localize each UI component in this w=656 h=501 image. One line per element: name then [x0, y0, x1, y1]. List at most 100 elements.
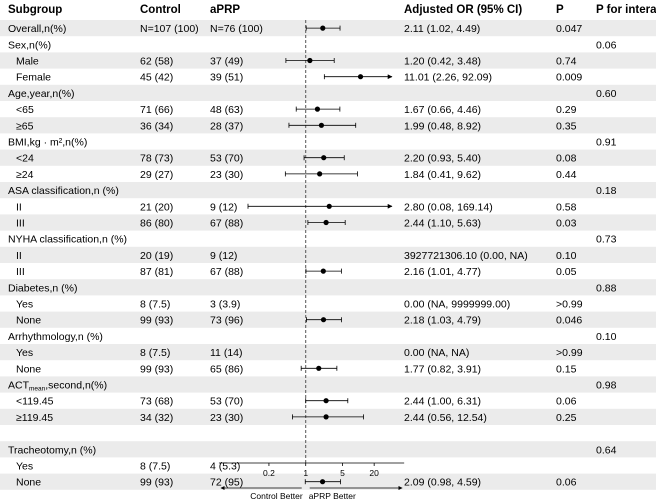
- aprp-value: 67 (88): [210, 218, 243, 230]
- row-label-text: II: [16, 201, 22, 213]
- x-tick-label: 0.2: [263, 468, 275, 478]
- row-band: [0, 246, 656, 263]
- x-tick-label: 20: [369, 468, 379, 478]
- row-band: [0, 182, 656, 199]
- control-value: 36 (34): [140, 120, 173, 132]
- row-label-text: Yes: [16, 299, 33, 311]
- row-label-text: Yes: [16, 461, 33, 473]
- point-estimate: [320, 317, 327, 323]
- adjusted-or-value: 1.99 (0.48, 8.92): [404, 120, 481, 132]
- point-estimate: [316, 365, 322, 371]
- adjusted-or-value: 2.18 (1.03, 4.79): [404, 315, 481, 327]
- p-interaction-value: 0.88: [596, 282, 617, 294]
- header-p: P: [556, 4, 564, 16]
- aprp-value: 23 (30): [210, 412, 243, 424]
- row-band: [0, 84, 656, 101]
- adjusted-or-value: 0.00 (NA, NA): [404, 347, 469, 359]
- row-label-text: Male: [16, 56, 39, 68]
- control-value: 99 (93): [140, 363, 173, 375]
- p-value: 0.06: [556, 477, 577, 489]
- row-band: [0, 279, 656, 296]
- adjusted-or-value: 2.80 (0.08, 169.14): [404, 201, 493, 213]
- row-label: NYHA classification,n (%): [8, 234, 127, 246]
- aprp-value: 28 (37): [210, 120, 243, 132]
- row-label-text: None: [16, 315, 41, 327]
- row-label: <65: [16, 104, 34, 116]
- point-estimate: [326, 203, 332, 209]
- row-label: Female: [16, 72, 51, 84]
- p-value: 0.10: [556, 250, 577, 262]
- header-row: Subgroup Control aPRP Adjusted OR (95% C…: [8, 4, 656, 16]
- p-value: 0.35: [556, 120, 577, 132]
- control-value: 62 (58): [140, 56, 173, 68]
- row-label: Diabetes,n (%): [8, 282, 77, 294]
- plot-area: [247, 20, 393, 485]
- p-value: 0.009: [556, 72, 582, 84]
- row-label-rest: ,second,n(%): [45, 380, 107, 392]
- row-label-text: Age,year,n(%): [8, 88, 75, 100]
- p-value: 0.046: [556, 315, 582, 327]
- adjusted-or-value: 1.20 (0.42, 3.48): [404, 56, 481, 68]
- control-value: 8 (7.5): [140, 299, 170, 311]
- p-value: >0.99: [556, 347, 583, 359]
- p-value: >0.99: [556, 299, 583, 311]
- row-label: None: [16, 315, 41, 327]
- row-label: Sex,n(%): [8, 39, 51, 51]
- x-tick-label: 5: [340, 468, 345, 478]
- row-band: [0, 441, 656, 458]
- aprp-value: 73 (96): [210, 315, 243, 327]
- p-value: 0.29: [556, 104, 577, 116]
- control-better-label: Control Better: [250, 491, 303, 501]
- aprp-value: 11 (14): [210, 347, 243, 359]
- adjusted-or-value: 2.09 (0.98, 4.59): [404, 477, 481, 489]
- control-value: 45 (42): [140, 72, 173, 84]
- row-label-text: None: [16, 363, 41, 375]
- table-rows: Overall,n(%) N=107 (100) N=76 (100) 2.11 (1…: [8, 23, 617, 489]
- adjusted-or-value: 2.20 (0.93, 5.40): [404, 153, 481, 165]
- row-band: [0, 376, 656, 393]
- control-value: 71 (66): [140, 104, 173, 116]
- row-label-text: <24: [16, 153, 34, 165]
- row-label-text: ACT: [8, 380, 30, 392]
- control-value: 86 (80): [140, 218, 173, 230]
- point-estimate: [323, 414, 329, 420]
- p-value: 0.58: [556, 201, 577, 213]
- p-interaction-value: 0.06: [596, 39, 617, 51]
- row-label: ACTmean,second,n(%): [8, 380, 107, 393]
- row-label: Overall,n(%): [8, 23, 66, 35]
- control-value: 87 (81): [140, 266, 173, 278]
- row-label: Age,year,n(%): [8, 88, 75, 100]
- row-label-text: Yes: [16, 347, 33, 359]
- control-value: 20 (19): [140, 250, 173, 262]
- aprp-value: 37 (49): [210, 56, 243, 68]
- p-value: 0.25: [556, 412, 577, 424]
- point-estimate: [321, 155, 327, 161]
- p-value: 0.03: [556, 218, 577, 230]
- control-value: 8 (7.5): [140, 461, 170, 473]
- control-value: 21 (20): [140, 201, 173, 213]
- header-aprp: aPRP: [210, 4, 240, 16]
- aprp-value: 4 (5.3): [210, 461, 240, 473]
- row-label-text: ≥24: [16, 169, 34, 181]
- row-label: <119.45: [16, 396, 54, 408]
- row-label-text: <119.45: [16, 396, 54, 408]
- row-label: None: [16, 363, 41, 375]
- header-control: Control: [140, 4, 181, 16]
- row-label-text: III: [16, 266, 25, 278]
- header-subgroup: Subgroup: [8, 4, 62, 16]
- p-value: 0.74: [556, 56, 577, 68]
- control-value: N=107 (100): [140, 23, 199, 35]
- adjusted-or-value: 0.00 (NA, 9999999.00): [404, 299, 510, 311]
- point-estimate: [319, 479, 326, 485]
- row-label: II: [16, 201, 22, 213]
- control-value: 8 (7.5): [140, 347, 170, 359]
- aprp-value: 72 (95): [210, 477, 243, 489]
- aprp-value: 48 (63): [210, 104, 243, 116]
- adjusted-or-value: 1.84 (0.41, 9.62): [404, 169, 481, 181]
- row-label: ≥119.45: [16, 412, 53, 424]
- point-estimate: [320, 268, 326, 274]
- point-estimate: [314, 106, 321, 112]
- row-label: BMI,kg · m²,n(%): [8, 137, 87, 149]
- row-label: Yes: [16, 347, 33, 359]
- header-adjusted-or: Adjusted OR (95% CI): [404, 4, 522, 16]
